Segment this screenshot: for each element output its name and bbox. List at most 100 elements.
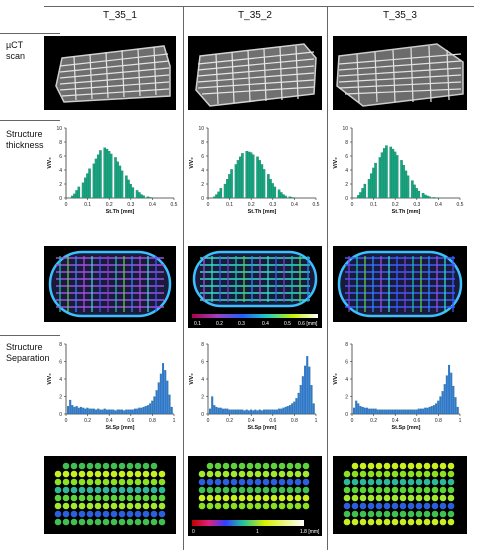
histogram-bar bbox=[361, 406, 364, 415]
histogram-bar bbox=[280, 408, 283, 415]
histogram-bar bbox=[251, 154, 255, 199]
histogram-bar bbox=[245, 151, 249, 199]
histogram-bar bbox=[391, 148, 395, 199]
histogram-bar bbox=[213, 405, 216, 415]
y-axis-label: V/V₀ bbox=[47, 373, 53, 385]
x-tick-label: 0.8 bbox=[291, 418, 298, 424]
x-tick-label: 0.3 bbox=[127, 202, 134, 208]
histogram-bar bbox=[88, 168, 91, 199]
histogram-bar bbox=[247, 151, 251, 199]
histogram-bar bbox=[393, 151, 397, 199]
x-axis-label: St.Th [mm] bbox=[392, 209, 421, 215]
histogram-bar bbox=[250, 409, 253, 415]
histogram-bar bbox=[144, 406, 147, 415]
x-tick-label: 0 bbox=[65, 418, 68, 424]
histogram-bar bbox=[114, 157, 117, 199]
histogram-bar bbox=[77, 407, 80, 415]
histogram-bar bbox=[94, 158, 98, 199]
row-label-separation: Structure Separation bbox=[6, 342, 50, 363]
histogram-bar bbox=[282, 407, 285, 415]
histogram-bar bbox=[129, 183, 132, 199]
y-tick-label: 4 bbox=[345, 168, 348, 174]
thickness-histogram-3: 0 0.1 0.2 0.3 0.4 0.5 0 2 4 6 8 10 St.Th [mm] V/V₀ bbox=[333, 126, 464, 215]
y-tick-label: 2 bbox=[345, 182, 348, 188]
histogram-bar bbox=[368, 408, 371, 415]
histogram-bar bbox=[404, 170, 408, 199]
histogram-bar bbox=[288, 405, 291, 415]
histogram-bar bbox=[230, 169, 233, 199]
histogram-bar bbox=[110, 409, 113, 415]
thickness-colorbar: 0.1 0.2 0.3 0.4 0.5 0.6 [mm] bbox=[188, 312, 322, 328]
histogram-bar bbox=[385, 409, 388, 415]
y-tick-label: 0 bbox=[59, 412, 62, 418]
histogram-bar bbox=[135, 190, 139, 199]
y-tick-label: 2 bbox=[345, 395, 348, 401]
histogram-bar bbox=[71, 405, 74, 415]
histogram-bar bbox=[84, 177, 87, 199]
histogram-bar bbox=[103, 408, 106, 415]
histogram-bar bbox=[71, 195, 74, 199]
histogram-bar bbox=[357, 403, 360, 415]
histogram-bar bbox=[378, 157, 382, 199]
histogram-bar bbox=[92, 163, 96, 199]
column-header-2: T_35_2 bbox=[238, 10, 272, 21]
histogram-bar bbox=[265, 409, 268, 415]
histogram-bar bbox=[99, 150, 102, 199]
histogram-bar bbox=[243, 410, 246, 415]
histogram-bar bbox=[75, 190, 78, 199]
histogram-bar bbox=[370, 408, 373, 415]
histogram-bar bbox=[452, 385, 455, 415]
histogram-bar bbox=[99, 409, 102, 415]
histogram-bar bbox=[402, 409, 405, 415]
histogram-bar bbox=[121, 409, 124, 415]
histogram-bar bbox=[241, 409, 244, 415]
histogram-bar bbox=[256, 156, 259, 199]
histogram-bar bbox=[103, 147, 107, 199]
histogram-bar bbox=[260, 164, 264, 199]
histogram-bar bbox=[448, 364, 451, 415]
histogram-bar bbox=[312, 403, 315, 415]
histogram-bar bbox=[365, 407, 368, 415]
histogram-bar bbox=[402, 165, 405, 199]
histogram-bar bbox=[308, 366, 311, 415]
x-tick-label: 0.2 bbox=[370, 418, 377, 424]
y-tick-label: 6 bbox=[345, 360, 348, 366]
histogram-bar bbox=[219, 407, 222, 415]
histogram-bar bbox=[353, 407, 356, 415]
histogram-bar bbox=[232, 409, 235, 415]
row-rule-2 bbox=[0, 120, 60, 121]
y-tick-label: 4 bbox=[345, 377, 348, 383]
histogram-bar bbox=[112, 409, 115, 415]
histogram-bar bbox=[129, 409, 132, 415]
histogram-bar bbox=[238, 156, 242, 199]
thickness-map-1 bbox=[44, 246, 176, 322]
x-tick-label: 0.4 bbox=[248, 418, 255, 424]
histogram-bar bbox=[407, 409, 410, 415]
x-tick-label: 0.4 bbox=[106, 418, 113, 424]
histogram-bar bbox=[73, 406, 76, 415]
histogram-bar bbox=[437, 400, 440, 415]
y-axis-label: V/V₀ bbox=[47, 157, 53, 169]
histogram-bar bbox=[301, 376, 304, 415]
y-tick-label: 0 bbox=[345, 412, 348, 418]
histogram-bar bbox=[389, 409, 392, 415]
histogram-bar bbox=[441, 391, 444, 415]
histogram-bar bbox=[363, 183, 367, 199]
y-tick-label: 4 bbox=[201, 168, 204, 174]
histogram-bar bbox=[234, 409, 237, 415]
x-tick-label: 0 bbox=[207, 418, 210, 424]
uct-scan-image-3 bbox=[333, 36, 467, 110]
histogram-bar bbox=[400, 409, 403, 415]
separation-map-2 bbox=[188, 456, 322, 518]
histogram-bar bbox=[224, 408, 227, 415]
histogram-bar bbox=[435, 403, 438, 415]
x-tick-label: 0.1 bbox=[84, 202, 91, 208]
separation-histogram-2: 0 0.2 0.4 0.6 0.8 1 0 2 4 6 8 St.Sp [mm] V/V₀ bbox=[189, 342, 318, 431]
y-tick-label: 0 bbox=[201, 196, 204, 202]
x-axis-label: St.Sp [mm] bbox=[247, 425, 276, 431]
column-header-3: T_35_3 bbox=[383, 10, 417, 21]
histogram-bar bbox=[241, 153, 244, 199]
histogram-bar bbox=[428, 406, 431, 415]
x-tick-label: 1 bbox=[315, 418, 318, 424]
histogram-bar bbox=[123, 410, 126, 415]
